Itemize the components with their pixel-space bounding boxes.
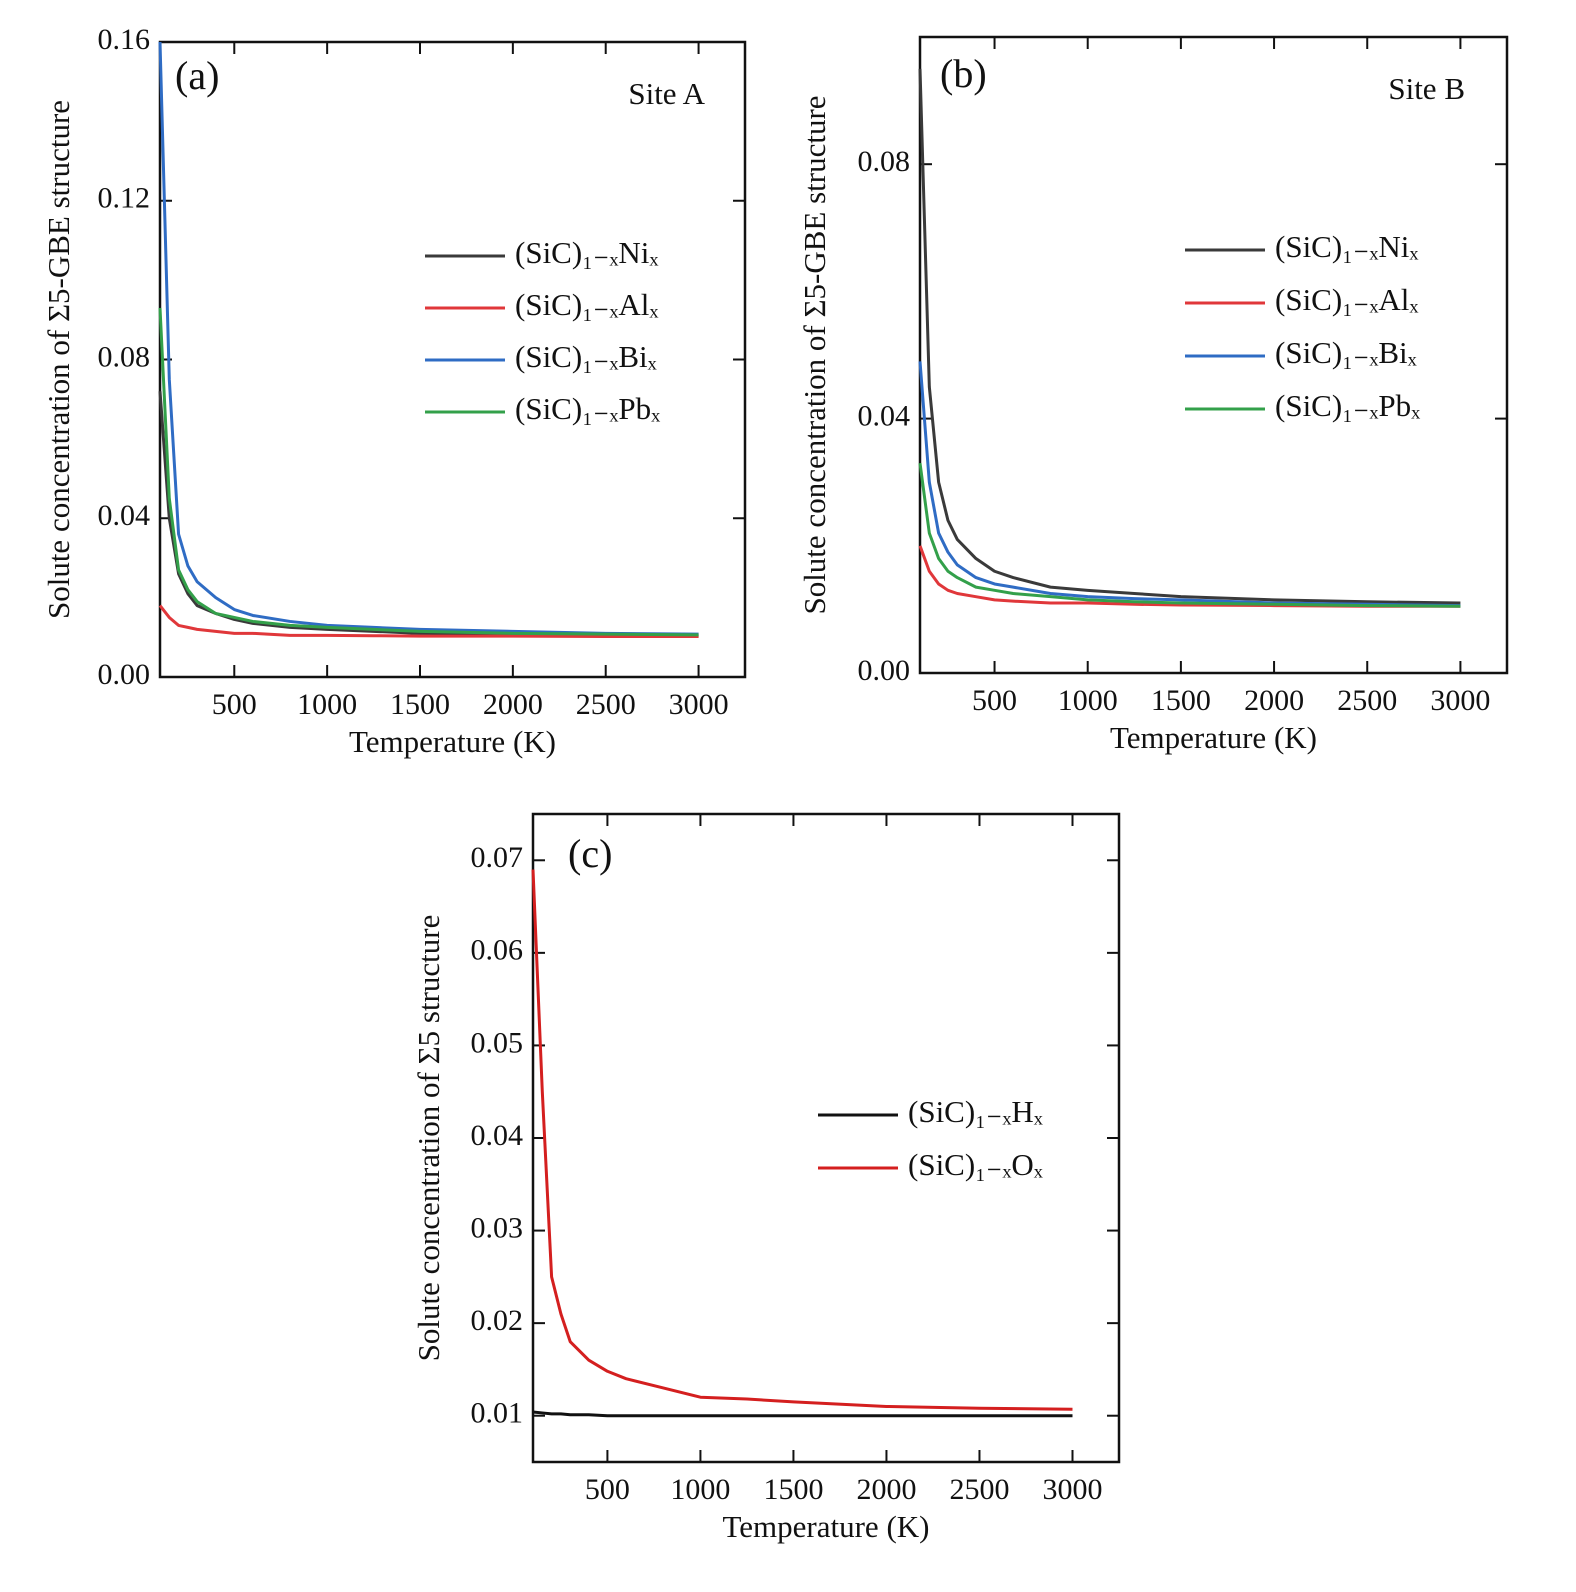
x-tick-label: 3000 <box>1042 1473 1102 1506</box>
series-line <box>158 307 699 637</box>
series-line <box>158 391 699 638</box>
x-tick-label: 2500 <box>576 688 636 721</box>
plot-frame <box>531 812 1121 1464</box>
x-tick-label: 1500 <box>1151 684 1211 717</box>
series-line <box>158 41 699 636</box>
panel: 500 1000 1500 2000 2500 3000 0.00 0.04 0.08 Tempe… <box>797 35 1509 755</box>
series-line <box>918 68 1461 605</box>
series-line <box>918 361 1461 608</box>
legend-label: (SiC)₁₋ₓAlₓ <box>515 287 658 322</box>
series-line <box>531 869 1073 1411</box>
y-tick-label: 0.16 <box>98 23 151 56</box>
plot-frame <box>918 35 1509 675</box>
y-tick-label: 0.01 <box>471 1397 524 1430</box>
annotation: (b) <box>940 51 987 96</box>
y-axis-label: Solute concentration of Σ5-GBE structure <box>797 95 832 614</box>
panel: 500 1000 1500 2000 2500 3000 0.01 0.02 0.03 0.04 0… <box>411 812 1121 1544</box>
legend-label: (SiC)₁₋ₓOₓ <box>908 1147 1043 1182</box>
legend-label: (SiC)₁₋ₓAlₓ <box>1275 282 1418 317</box>
x-tick-label: 500 <box>212 688 257 721</box>
x-tick-label: 2000 <box>1244 684 1304 717</box>
y-tick-label: 0.12 <box>98 182 151 215</box>
y-tick-label: 0.08 <box>858 145 911 178</box>
y-tick-label: 0.07 <box>471 841 524 874</box>
y-axis-label: Solute concentration of Σ5 structure <box>411 915 446 1362</box>
y-tick-label: 0.04 <box>98 499 151 532</box>
x-tick-label: 3000 <box>1430 684 1490 717</box>
series-line <box>532 1410 1073 1418</box>
series-line <box>918 462 1461 608</box>
legend-label: (SiC)₁₋ₓHₓ <box>908 1094 1043 1129</box>
y-tick-label: 0.02 <box>471 1304 524 1337</box>
x-axis-label: Temperature (K) <box>1110 720 1317 755</box>
x-tick-label: 2500 <box>1337 684 1397 717</box>
y-axis-label: Solute concentration of Σ5-GBE structure <box>41 100 76 619</box>
annotation: (a) <box>175 53 219 98</box>
x-tick-label: 1000 <box>670 1473 730 1506</box>
legend-label: (SiC)₁₋ₓNiₓ <box>1275 229 1418 264</box>
x-tick-label: 500 <box>585 1473 630 1506</box>
x-tick-label: 3000 <box>669 688 729 721</box>
panel: 500 1000 1500 2000 2500 3000 0.00 0.04 0.08 0.12 0… <box>41 23 747 759</box>
series-line <box>158 604 699 639</box>
y-tick-label: 0.05 <box>471 1026 524 1059</box>
annotation: Site B <box>1388 71 1465 106</box>
legend-label: (SiC)₁₋ₓNiₓ <box>515 235 658 270</box>
y-tick-label: 0.06 <box>471 934 524 967</box>
legend-label: (SiC)₁₋ₓPbₓ <box>515 391 660 426</box>
x-tick-label: 2000 <box>483 688 543 721</box>
y-tick-label: 0.00 <box>98 658 151 691</box>
x-tick-label: 1000 <box>1058 684 1118 717</box>
y-tick-label: 0.04 <box>471 1119 524 1152</box>
y-tick-label: 0.08 <box>98 340 151 373</box>
y-tick-label: 0.04 <box>858 399 911 432</box>
annotation: (c) <box>568 831 612 876</box>
x-tick-label: 500 <box>972 684 1017 717</box>
x-tick-label: 2000 <box>856 1473 916 1506</box>
legend-label: (SiC)₁₋ₓBiₓ <box>1275 335 1417 370</box>
x-tick-label: 1500 <box>390 688 450 721</box>
x-axis-label: Temperature (K) <box>349 724 556 759</box>
x-axis-label: Temperature (K) <box>723 1509 930 1544</box>
legend-label: (SiC)₁₋ₓBiₓ <box>515 339 657 374</box>
y-tick-label: 0.00 <box>858 654 911 687</box>
x-tick-label: 1000 <box>297 688 357 721</box>
x-tick-label: 1500 <box>763 1473 823 1506</box>
x-tick-label: 2500 <box>949 1473 1009 1506</box>
y-tick-label: 0.03 <box>471 1211 524 1244</box>
legend-label: (SiC)₁₋ₓPbₓ <box>1275 388 1420 423</box>
annotation: Site A <box>628 76 705 111</box>
